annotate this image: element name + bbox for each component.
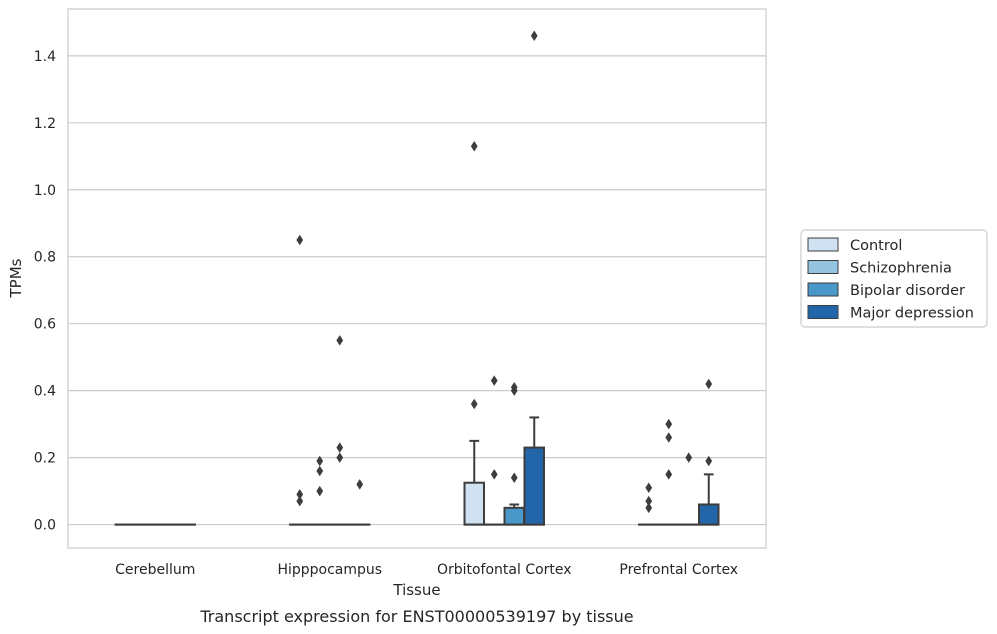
x-axis-ticks: Cerebellum Hipppocampus Orbitofontal Corte… [115, 562, 738, 578]
box-body [523, 446, 545, 526]
box-2-2 [503, 382, 525, 526]
outlier-point [645, 482, 653, 493]
y-tick-label: 1.4 [34, 49, 56, 65]
box-0-3 [638, 482, 660, 526]
legend: Control Schizophrenia Bipolar disorder Majo… [800, 229, 988, 328]
outlier-point [336, 442, 344, 453]
chart-caption: Transcript expression for ENST0000053919… [199, 607, 633, 626]
legend-swatch [807, 305, 839, 319]
y-tick-label: 0.4 [34, 384, 56, 400]
x-tick-label: Prefrontal Cortex [619, 562, 738, 578]
box-0-2 [463, 141, 485, 526]
outlier-point [296, 495, 304, 507]
y-tick-label: 0.2 [34, 451, 56, 467]
outlier-point [296, 234, 304, 246]
outlier-point [336, 335, 344, 346]
y-axis-label: TPMs [7, 258, 25, 298]
legend-frame [800, 229, 988, 328]
legend-label: Schizophrenia [850, 261, 952, 277]
outlier-point [336, 452, 344, 463]
box-1-2 [483, 375, 505, 526]
y-tick-label: 0.6 [34, 317, 56, 333]
outlier-point [490, 469, 498, 480]
box-1-3 [658, 418, 680, 526]
outlier-point [665, 418, 673, 430]
box-body [698, 503, 720, 526]
plot-frame [67, 8, 767, 549]
outlier-point [490, 375, 498, 386]
outlier-point [705, 455, 713, 467]
x-tick-label: Hipppocampus [277, 562, 382, 578]
box-body [463, 481, 485, 526]
y-tick-label: 1.0 [34, 183, 56, 199]
outlier-point [685, 452, 693, 463]
outlier-point [510, 472, 518, 483]
x-tick-label: Orbitofontal Cortex [437, 562, 572, 578]
box-body [503, 506, 525, 526]
outlier-point [296, 489, 304, 500]
outlier-point [645, 495, 653, 507]
legend-label: Bipolar disorder [850, 283, 965, 299]
x-tick-label: Cerebellum [115, 562, 195, 578]
outlier-point [316, 455, 324, 467]
outlier-point [470, 398, 478, 410]
box-2-3 [678, 452, 700, 526]
x-axis-label: Tissue [392, 581, 440, 599]
box-2-1 [329, 335, 351, 526]
box-3-3 [698, 378, 720, 526]
grid-lines [68, 55, 766, 526]
legend-label: Control [850, 238, 902, 254]
box-1-1 [309, 455, 331, 526]
legend-swatch [807, 237, 839, 252]
outlier-point [356, 479, 364, 490]
y-tick-label: 0.8 [34, 250, 56, 266]
plot-area [114, 30, 720, 526]
legend-label: Major depression [850, 306, 974, 322]
outlier-point [470, 141, 478, 152]
outlier-point [665, 469, 673, 480]
box-3-2 [523, 30, 545, 526]
outlier-point [530, 30, 538, 42]
y-tick-label: 0.0 [34, 518, 56, 534]
outlier-point [316, 465, 324, 477]
outlier-point [705, 378, 713, 390]
box-3-1 [349, 479, 371, 526]
outlier-point [645, 502, 653, 514]
legend-swatch [807, 282, 839, 297]
y-tick-label: 1.2 [34, 116, 56, 132]
y-axis-ticks: 0.0 0.2 0.4 0.6 0.8 1.0 1.2 1.4 [34, 49, 56, 534]
outlier-point [665, 432, 673, 443]
outlier-point [316, 485, 324, 497]
box-0-1 [289, 234, 311, 526]
outlier-point [510, 385, 518, 396]
legend-swatch [807, 260, 839, 274]
